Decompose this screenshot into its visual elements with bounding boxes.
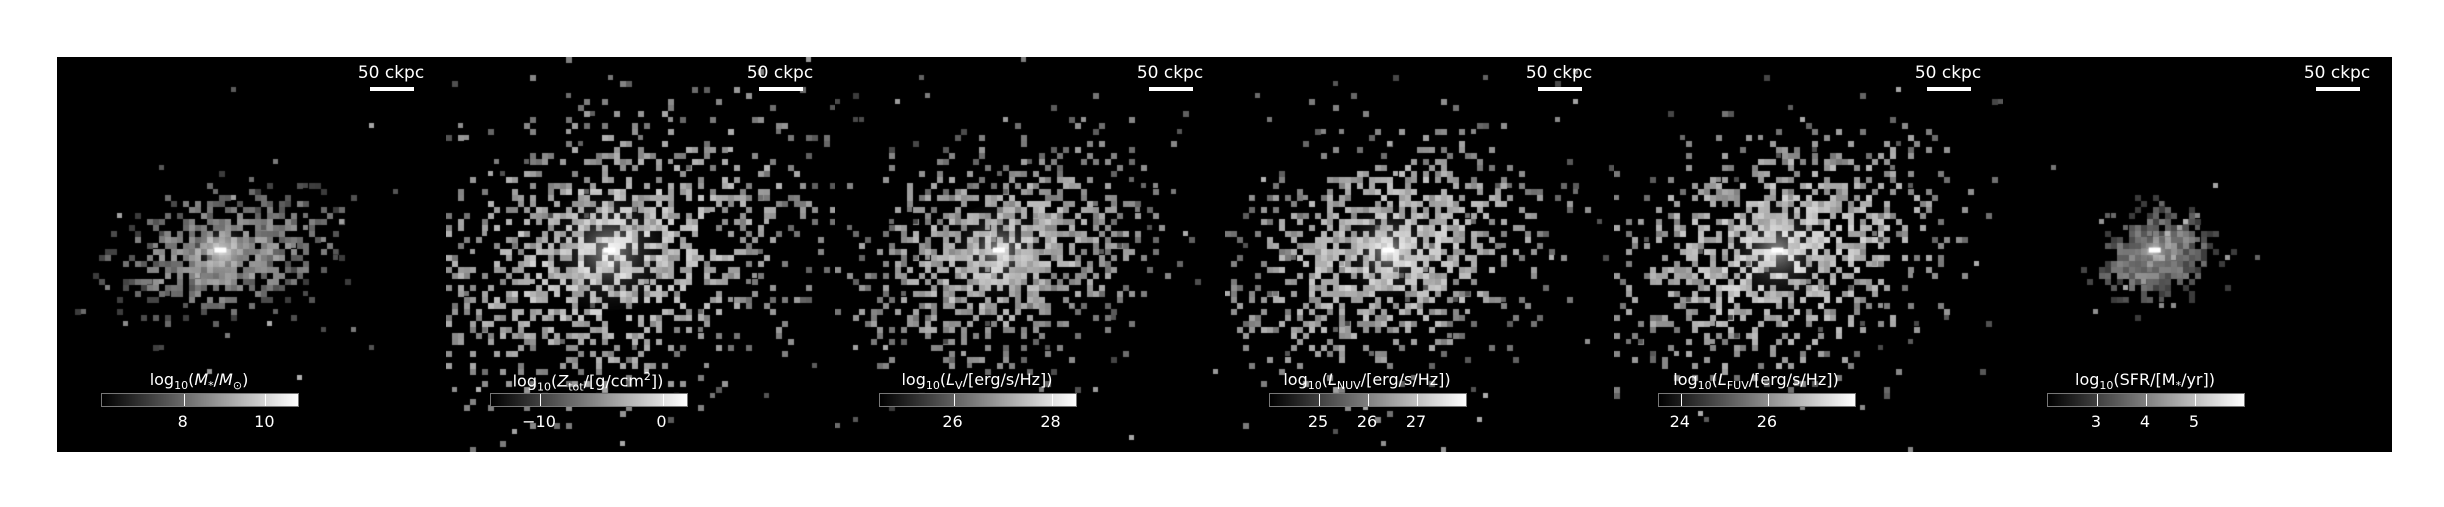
scalebar-line (2316, 87, 2360, 91)
scalebar-label: 50 ckpc (2303, 63, 2371, 83)
colorbar-tick (662, 394, 664, 406)
colorbar-label: log10(SFR/[M*/yr]) (2075, 370, 2215, 393)
colorbar-tick (2146, 394, 2147, 406)
colorbar-tick-label: −10 (522, 412, 556, 431)
colorbar-label: log10(Ztot/[g/ccm2]) (512, 370, 664, 394)
heatmap-image (835, 57, 1225, 452)
scalebar-line (370, 87, 414, 91)
colorbar-label: log10(LV/[erg/s/Hz]) (901, 370, 1053, 393)
heatmap-image (1614, 57, 2003, 452)
colorbar-tick-label: 8 (177, 412, 188, 431)
scalebar-label: 50 ckpc (1136, 63, 1204, 83)
colorbar-label: log10(LNUV/[erg/s/Hz]) (1283, 370, 1451, 393)
heatmap-panel-3: 50 ckpc log10(LV/[erg/s/Hz]) 26 28 (835, 57, 1225, 452)
colorbar-tick (1319, 394, 1320, 406)
colorbar-tick-label: 0 (656, 412, 667, 431)
scalebar-line (1927, 87, 1971, 91)
heatmap-image (1225, 57, 1614, 452)
colorbar-tick-label: 26 (1756, 412, 1778, 431)
colorbar-tick (265, 394, 267, 406)
colorbar-tick (953, 394, 955, 406)
heatmap-panel-1: 50 ckpc log10(M*/M⊙) 8 10 (57, 57, 446, 452)
heatmap-image (446, 57, 835, 452)
figure: 50 ckpc log10(M*/M⊙) 8 10 50 ckpc log10(Ztot/… (57, 57, 2392, 452)
colorbar (2047, 393, 2245, 407)
heatmap-panel-6: 50 ckpc log10(SFR/[M*/yr]) 3 4 5 (2003, 57, 2392, 452)
colorbar-tick-label: 4 (2139, 412, 2151, 431)
scalebar-label: 50 ckpc (1525, 63, 1593, 83)
colorbar-tick (540, 394, 541, 406)
colorbar-tick-label: 5 (2188, 412, 2200, 431)
colorbar (1269, 393, 1467, 407)
scalebar-line (1538, 87, 1582, 91)
colorbar-tick-label: 26 (1356, 412, 1378, 431)
colorbar-tick (1368, 394, 1369, 406)
colorbar (879, 393, 1077, 407)
colorbar-label: log10(M*/M⊙) (149, 370, 249, 393)
colorbar-tick (1417, 394, 1418, 406)
colorbar (101, 393, 299, 407)
scalebar-label: 50 ckpc (1914, 63, 1982, 83)
colorbar-tick (1767, 394, 1769, 406)
colorbar-tick-label: 26 (942, 412, 963, 431)
heatmap-panel-4: 50 ckpc log10(LNUV/[erg/s/Hz]) 25 26 27 (1225, 57, 1614, 452)
scalebar-label: 50 ckpc (357, 63, 425, 83)
colorbar (490, 393, 688, 407)
heatmap-panel-5: 50 ckpc log10(LFUV/[erg/s/Hz]) 24 26 (1614, 57, 2003, 452)
colorbar-tick-label: 27 (1405, 412, 1427, 431)
colorbar-tick-label: 25 (1307, 412, 1329, 431)
colorbar-tick-label: 3 (2090, 412, 2102, 431)
colorbar-tick (1051, 394, 1053, 406)
heatmap-panel-2: 50 ckpc log10(Ztot/[g/ccm2]) −10 0 (446, 57, 835, 452)
colorbar-tick-label: 10 (254, 412, 275, 431)
colorbar (1658, 393, 1856, 407)
colorbar-tick (1680, 394, 1682, 406)
colorbar-tick (2097, 394, 2098, 406)
scalebar-label: 50 ckpc (746, 63, 814, 83)
colorbar-tick-label: 28 (1040, 412, 1061, 431)
colorbar-tick (183, 394, 185, 406)
colorbar-label: log10(LFUV/[erg/s/Hz]) (1673, 370, 1839, 393)
scalebar-line (1149, 87, 1193, 91)
colorbar-tick-label: 24 (1669, 412, 1690, 431)
heatmap-image (2003, 57, 2392, 452)
scalebar-line (759, 87, 803, 91)
colorbar-tick (2195, 394, 2196, 406)
heatmap-image (57, 57, 446, 452)
